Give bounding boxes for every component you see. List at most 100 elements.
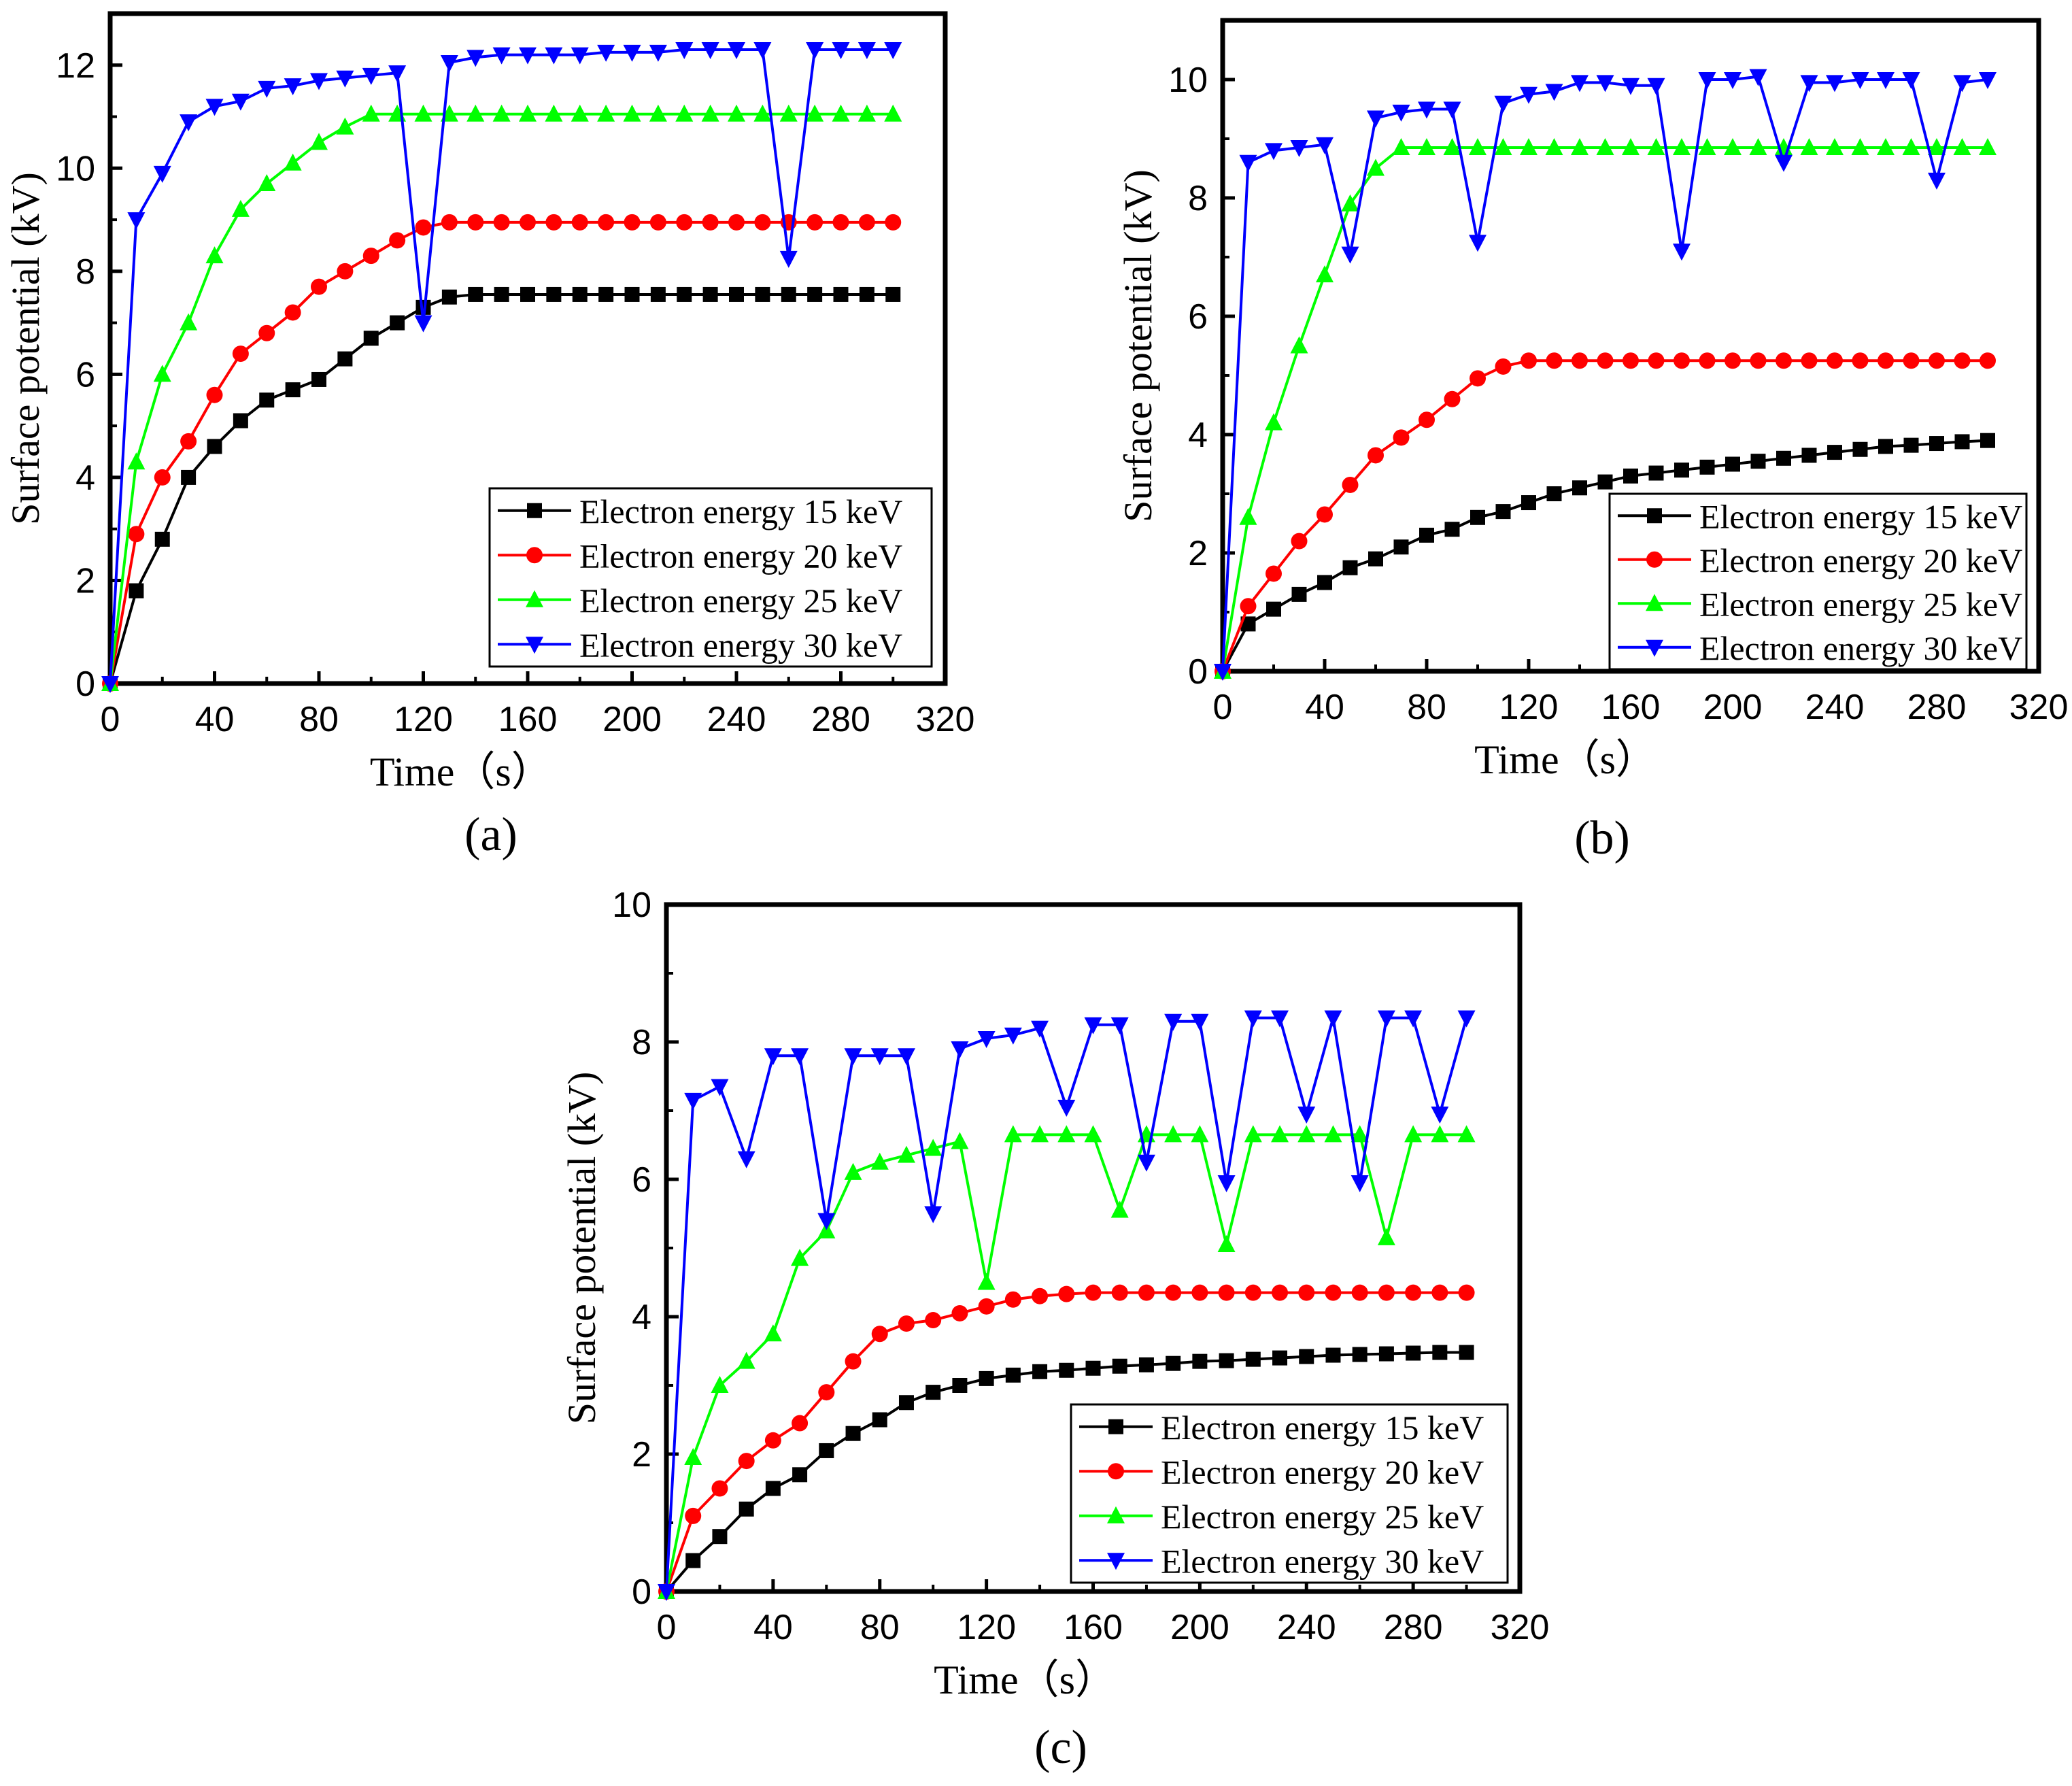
data-point xyxy=(1596,75,1614,92)
data-point xyxy=(1032,1287,1049,1304)
data-point xyxy=(1980,433,1995,448)
data-point xyxy=(711,1376,729,1393)
data-point xyxy=(571,104,589,122)
data-point xyxy=(1377,1010,1395,1028)
data-point xyxy=(284,304,301,321)
x-tick-label: 240 xyxy=(1805,688,1865,727)
data-point xyxy=(737,1351,755,1369)
data-point xyxy=(885,286,901,302)
data-point xyxy=(1367,110,1385,128)
data-point xyxy=(701,104,719,122)
data-point xyxy=(675,42,694,60)
data-point xyxy=(1903,437,1919,453)
data-point xyxy=(1801,352,1818,369)
data-point xyxy=(1378,1346,1394,1362)
data-point xyxy=(832,42,850,60)
data-point xyxy=(1192,1353,1208,1369)
legend-label: Electron energy 15 keV xyxy=(1699,497,2022,535)
data-point xyxy=(206,386,223,403)
data-point xyxy=(1776,352,1792,369)
data-point xyxy=(1801,448,1817,463)
data-point xyxy=(845,1426,861,1441)
data-point xyxy=(1351,1125,1369,1143)
y-tick-label: 10 xyxy=(56,149,95,188)
data-point xyxy=(624,214,641,231)
data-point xyxy=(1457,1125,1476,1143)
y-axis-title: Surface potential (kV) xyxy=(3,172,48,525)
series-4 xyxy=(101,42,902,693)
data-point xyxy=(232,346,249,363)
data-point xyxy=(284,78,302,96)
data-point xyxy=(1325,1347,1341,1363)
data-point xyxy=(979,1370,994,1386)
data-point xyxy=(977,1273,996,1290)
data-point xyxy=(1404,1125,1423,1143)
data-point xyxy=(675,104,694,122)
x-tick-label: 40 xyxy=(195,700,235,739)
series-2 xyxy=(658,1284,1475,1600)
data-point xyxy=(1521,495,1536,511)
data-point xyxy=(153,165,171,183)
data-point xyxy=(1724,138,1742,156)
data-point xyxy=(1750,352,1767,369)
data-point xyxy=(1954,352,1971,369)
legend-marker xyxy=(526,590,543,607)
data-point xyxy=(1698,72,1716,89)
data-point xyxy=(207,439,222,454)
data-point xyxy=(1245,1351,1261,1367)
x-tick-label: 120 xyxy=(957,1608,1016,1647)
data-point xyxy=(1851,138,1869,156)
y-tick-label: 4 xyxy=(632,1298,651,1337)
data-point xyxy=(1297,1107,1316,1124)
data-point xyxy=(1800,75,1818,92)
data-point xyxy=(310,73,328,90)
data-point xyxy=(781,286,796,302)
data-point xyxy=(1699,459,1715,475)
data-point xyxy=(390,315,405,331)
data-point xyxy=(492,47,511,65)
data-point xyxy=(898,1395,914,1411)
data-point xyxy=(1316,137,1334,154)
data-point xyxy=(1266,601,1281,617)
data-point xyxy=(598,214,615,231)
data-point xyxy=(1469,235,1487,252)
data-point xyxy=(624,286,640,302)
data-point xyxy=(1290,336,1308,354)
data-point xyxy=(1291,586,1307,602)
data-point xyxy=(311,371,326,387)
data-point xyxy=(128,526,145,543)
data-point xyxy=(362,104,380,122)
data-point xyxy=(857,104,876,122)
data-point xyxy=(807,286,823,302)
data-point xyxy=(571,47,589,65)
legend-marker xyxy=(526,547,543,564)
data-point xyxy=(1470,509,1485,525)
data-point xyxy=(494,286,509,302)
data-point xyxy=(1404,1010,1423,1028)
legend-item: Electron energy 25 keV xyxy=(498,582,902,620)
data-point xyxy=(571,214,588,231)
data-point xyxy=(844,1048,862,1066)
x-tick-label: 80 xyxy=(1407,688,1446,727)
data-point xyxy=(1418,138,1436,156)
legend-marker xyxy=(526,637,543,654)
x-tick-label: 200 xyxy=(1703,688,1763,727)
data-point xyxy=(1266,565,1282,582)
x-tick-label: 80 xyxy=(299,700,339,739)
x-tick-label: 40 xyxy=(753,1608,793,1647)
data-point xyxy=(1367,158,1385,176)
data-point xyxy=(1342,476,1359,493)
data-point xyxy=(1059,1362,1074,1378)
data-point xyxy=(1085,1284,1102,1301)
data-point xyxy=(1953,138,1971,156)
x-axis-title: Time（s） xyxy=(934,1657,1116,1702)
data-point xyxy=(1980,352,1996,369)
data-point xyxy=(310,133,328,150)
y-tick-label: 8 xyxy=(632,1023,651,1062)
data-point xyxy=(1214,664,1232,681)
data-point xyxy=(597,44,615,62)
data-point xyxy=(925,1312,942,1329)
legend-marker xyxy=(1107,1506,1125,1523)
data-point xyxy=(233,413,248,428)
